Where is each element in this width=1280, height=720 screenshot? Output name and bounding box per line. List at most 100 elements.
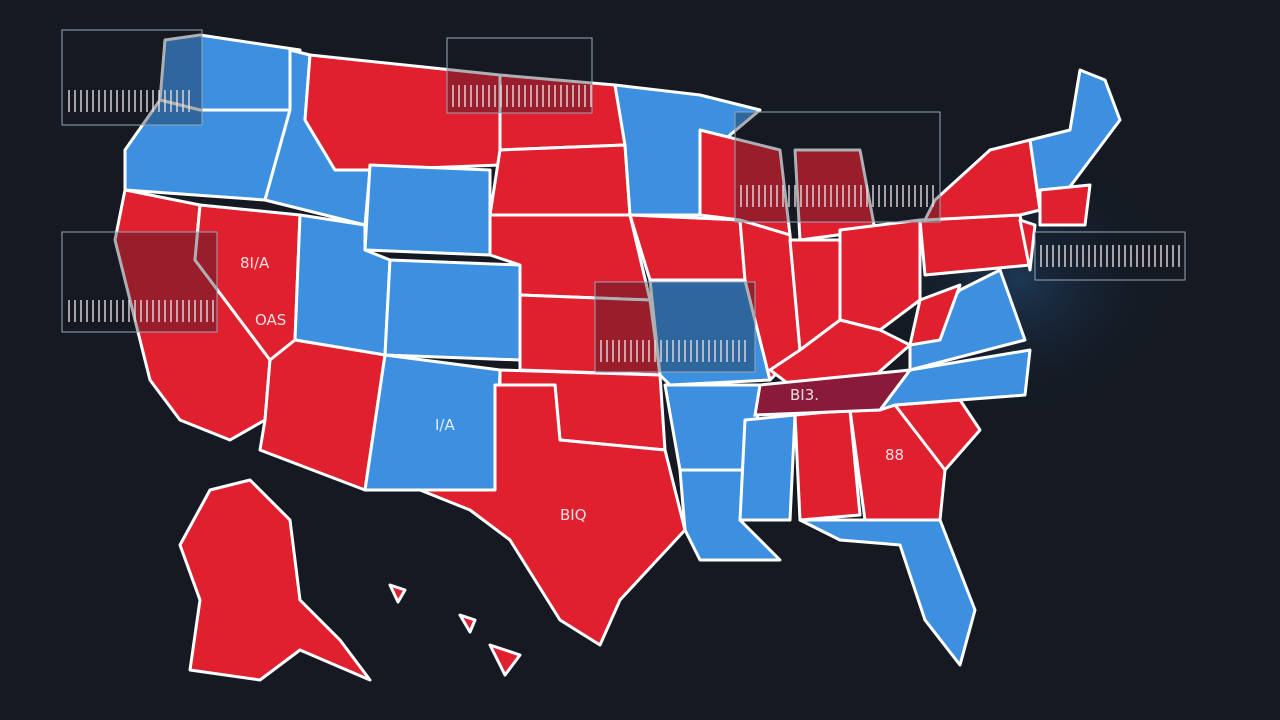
state — [753, 368, 914, 417]
panel-bar — [648, 340, 650, 362]
panel-bar — [86, 90, 88, 112]
panel-bar — [566, 85, 568, 107]
state-label: 88 — [885, 446, 904, 464]
panel-bar — [806, 185, 808, 207]
panel-bar — [158, 90, 160, 112]
panel-bar — [1160, 245, 1162, 267]
panel-bar — [512, 85, 514, 107]
panel-bar — [80, 300, 82, 322]
panel-bar — [182, 300, 184, 322]
panel-bar — [1058, 245, 1060, 267]
state — [383, 258, 522, 362]
panel-bar — [902, 185, 904, 207]
panel-bar — [848, 185, 850, 207]
state — [363, 163, 492, 257]
panel-bar — [630, 340, 632, 362]
panel-bar — [134, 300, 136, 322]
panel-bar — [98, 90, 100, 112]
labels: 8I/A BI3. 88 OAS I/A BIQ — [240, 254, 904, 524]
panel-bar — [194, 300, 196, 322]
panel-bar — [1166, 245, 1168, 267]
panel-bar — [176, 90, 178, 112]
panel-bar — [152, 300, 154, 322]
panel-bar — [618, 340, 620, 362]
panel-bar — [1148, 245, 1150, 267]
panel-bar — [740, 185, 742, 207]
panel-bar — [104, 90, 106, 112]
data-panel — [594, 281, 756, 373]
panel-bar — [732, 340, 734, 362]
state — [793, 408, 862, 522]
panel-bar — [170, 90, 172, 112]
panel-bar — [140, 90, 142, 112]
panel-bar — [452, 85, 454, 107]
panel-bar — [158, 300, 160, 322]
panel-bar — [830, 185, 832, 207]
panel-bar — [590, 85, 592, 107]
panel-bar — [188, 90, 190, 112]
panel-bar — [824, 185, 826, 207]
panel-bar — [1154, 245, 1156, 267]
panel-bar — [866, 185, 868, 207]
panel-bar — [206, 300, 208, 322]
panel-bar — [500, 85, 502, 107]
panel-bar — [524, 85, 526, 107]
panel-bar — [128, 300, 130, 322]
panel-bar — [152, 90, 154, 112]
panel-bar — [458, 85, 460, 107]
panel-bar — [842, 185, 844, 207]
panel-bar — [518, 85, 520, 107]
panel-bar — [606, 340, 608, 362]
panel-bar — [182, 90, 184, 112]
panel-bar — [92, 300, 94, 322]
panel-bar — [696, 340, 698, 362]
panel-bar — [1040, 245, 1042, 267]
panel-bar — [116, 300, 118, 322]
panel-bar — [1076, 245, 1078, 267]
panel-bar — [764, 185, 766, 207]
panel-bar — [800, 185, 802, 207]
panel-bar — [506, 85, 508, 107]
data-panel — [1034, 231, 1186, 281]
panel-bar — [170, 300, 172, 322]
state — [798, 518, 977, 667]
panel-bar — [110, 300, 112, 322]
panel-bar — [872, 185, 874, 207]
panel-bar — [854, 185, 856, 207]
panel-bar — [164, 90, 166, 112]
panel-bar — [1124, 245, 1126, 267]
panel-bar — [578, 85, 580, 107]
panel-bar — [752, 185, 754, 207]
panel-bar — [188, 300, 190, 322]
panel-bar — [1112, 245, 1114, 267]
panel-bar — [836, 185, 838, 207]
panel-bar — [600, 340, 602, 362]
panel-bar — [1094, 245, 1096, 267]
panel-bar — [1172, 245, 1174, 267]
state — [488, 643, 522, 677]
panel-bar — [146, 90, 148, 112]
panel-bar — [1136, 245, 1138, 267]
panel-bar — [1052, 245, 1054, 267]
state — [918, 213, 1032, 277]
panel-bar — [926, 185, 928, 207]
panel-bar — [476, 85, 478, 107]
panel-bar — [1118, 245, 1120, 267]
panel-bar — [116, 90, 118, 112]
panel-bar — [488, 85, 490, 107]
panel-bar — [782, 185, 784, 207]
panel-bar — [666, 340, 668, 362]
panel-bar — [74, 300, 76, 322]
panel-bar — [758, 185, 760, 207]
panel-bar — [572, 85, 574, 107]
panel-bar — [74, 90, 76, 112]
panel-bar — [726, 340, 728, 362]
data-panel — [61, 231, 218, 333]
panel-bar — [212, 300, 214, 322]
panel-bar — [122, 90, 124, 112]
panel-bar — [672, 340, 674, 362]
state — [418, 383, 687, 647]
panel-bar — [554, 85, 556, 107]
